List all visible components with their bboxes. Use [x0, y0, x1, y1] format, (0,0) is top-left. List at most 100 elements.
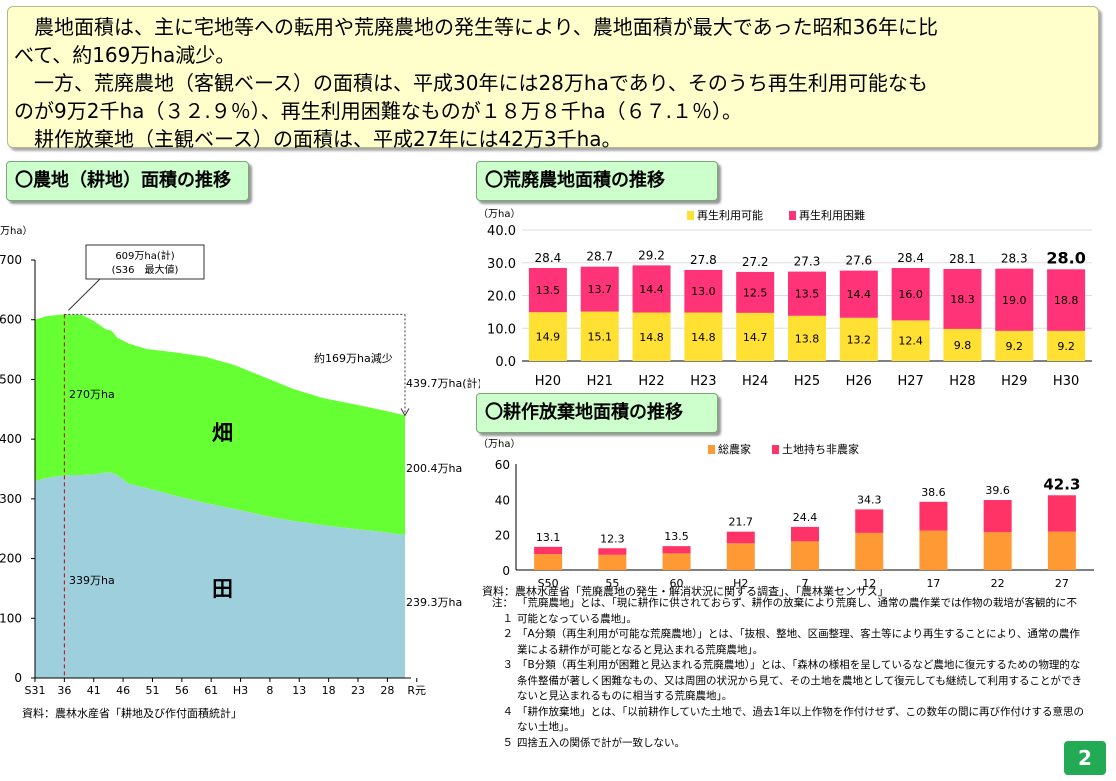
y-tick-label: 60 — [495, 458, 510, 472]
legend-label: 再生利用困難 — [799, 208, 865, 222]
bar-segment-difficult — [995, 268, 1034, 331]
summary-line: 一方、荒廃農地（客観ベース）の面積は、平成30年には28万haであり、そのうち再… — [14, 71, 928, 95]
segment-value-label: 12.4 — [898, 335, 923, 348]
x-category-label: H28 — [949, 374, 975, 389]
bar-segment-difficult — [1047, 269, 1086, 331]
segment-value-label: 14.4 — [639, 283, 664, 296]
summary-line: のが9万2千ha（３２.９％）、再生利用困難なものが１８万８千ha（６７.１％）… — [14, 99, 743, 123]
bar-total-label: 29.2 — [638, 248, 665, 262]
summary-line: 農地面積は、主に宅地等への転用や荒廃農地の発生等により、農地面積が最大であった昭… — [14, 15, 939, 39]
upland-area — [35, 314, 405, 536]
y-tick-label: 500 — [0, 372, 22, 386]
paddy-area — [35, 472, 405, 678]
bar-total-label: 24.4 — [793, 511, 818, 524]
segment-value-label: 14.8 — [639, 331, 664, 344]
note-text: 「B分類（再生利用が困難と見込まれる荒廃農地）」とは、「森林の様相を呈しているな… — [517, 659, 1083, 702]
x-tick-label: 13 — [292, 684, 306, 697]
bar-total-label: 21.7 — [729, 516, 754, 529]
note-text: 「A分類（再生利用が可能な荒廃農地）」とは、「抜根、整地、区画整理、客土等により… — [517, 628, 1080, 656]
bar-segment-difficult — [788, 271, 826, 316]
upland-1961-label: 270万ha — [69, 388, 115, 401]
y-tick-label: 40 — [495, 493, 510, 507]
bar-total-label: 28.4 — [897, 251, 924, 265]
bar-total-label: 34.3 — [857, 493, 882, 506]
chart-unit: （万ha） — [478, 208, 520, 220]
bar-total-label: 28.3 — [1001, 252, 1028, 266]
bar-total-label: 27.2 — [742, 255, 769, 269]
peak-callout-line2: (S36 最大値) — [112, 263, 179, 276]
x-category-label: H22 — [638, 374, 664, 389]
note-text: 「耕作放棄地」とは、「以前耕作していた土地で、過去1年以上作物を作付けせず、この… — [517, 705, 1084, 734]
y-tick-label: 100 — [0, 611, 22, 625]
bar-segment-nonfarm-owners — [919, 501, 948, 531]
peak-callout-line1: 609万ha(計) — [115, 249, 174, 262]
segment-value-label: 18.8 — [1054, 294, 1079, 307]
x-category-label: H23 — [690, 374, 716, 389]
bar-segment-nonfarm-owners — [983, 500, 1012, 533]
y-tick-label: 0 — [14, 671, 22, 685]
x-tick-label: 8 — [266, 684, 273, 697]
total-latest-label: 439.7万ha(計) — [406, 376, 480, 390]
bar-segment-nonfarm-owners — [1047, 495, 1076, 532]
segment-value-label: 13.5 — [795, 288, 820, 301]
x-category-label: S50 — [538, 577, 559, 590]
x-tick-label: 51 — [145, 684, 159, 697]
bar-segment-farm-households — [983, 532, 1012, 570]
x-category-label: H27 — [897, 374, 923, 389]
y-tick-label: 0.0 — [495, 355, 516, 370]
bar-segment-difficult — [891, 267, 930, 321]
bar-segment-nonfarm-owners — [855, 509, 884, 533]
bar-segment-reusable — [1047, 330, 1086, 361]
segment-value-label: 9.2 — [1057, 340, 1075, 353]
segment-value-label: 9.8 — [954, 339, 972, 352]
bar-segment-reusable — [528, 312, 567, 361]
bar-segment-reusable — [684, 312, 723, 361]
y-tick-label: 30.0 — [487, 257, 516, 272]
x-category-label: 22 — [991, 577, 1005, 590]
bar-segment-reusable — [995, 330, 1034, 361]
y-tick-label: 20.0 — [487, 290, 516, 305]
legend-swatch — [708, 445, 715, 454]
bar-total-label: 28.7 — [586, 250, 613, 264]
peak-callout-leader — [68, 278, 101, 311]
bar-segment-farm-households — [919, 530, 948, 570]
legend-swatch — [772, 445, 779, 454]
note-text: 四捨五入の関係で計が一致しない。 — [517, 736, 685, 749]
bar-total-label: 13.5 — [664, 530, 689, 543]
bar-segment-nonfarm-owners — [662, 546, 691, 554]
bar-total-label: 27.8 — [690, 253, 717, 267]
x-category-label: 7 — [802, 577, 809, 590]
bar-segment-difficult — [839, 270, 878, 318]
paddy-1961-label: 339万ha — [69, 574, 115, 587]
legend-label: 再生利用可能 — [697, 208, 763, 222]
uncultivated-section-title: 〇耕作放棄地面積の推移 — [476, 393, 718, 433]
bar-segment-farm-households — [598, 554, 627, 570]
bar-segment-nonfarm-owners — [726, 531, 755, 544]
bar-segment-reusable — [788, 315, 826, 361]
bar-segment-reusable — [891, 320, 930, 361]
bar-total-label: 39.6 — [985, 484, 1010, 497]
legend-swatch — [687, 211, 694, 220]
bar-total-label: 27.3 — [794, 255, 821, 269]
bar-segment-farm-households — [791, 541, 819, 570]
bar-segment-nonfarm-owners — [598, 548, 627, 555]
x-tick-label: 56 — [175, 684, 189, 697]
segment-value-label: 14.8 — [691, 331, 716, 344]
summary-box: 農地面積は、主に宅地等への転用や荒廃農地の発生等により、農地面積が最大であった昭… — [7, 6, 1099, 151]
bar-total-label: 28.4 — [535, 251, 562, 265]
bar-segment-difficult — [943, 268, 982, 329]
note-item: ４ 「耕作放棄地」とは、「以前耕作していた土地で、過去1年以上作物を作付けせず、… — [486, 705, 1086, 736]
bar-segment-farm-households — [534, 554, 563, 570]
x-tick-label: H3 — [233, 684, 248, 697]
paddy-latest-label: 239.3万ha — [406, 596, 462, 609]
y-axis-unit: 万ha） — [0, 225, 32, 237]
segment-value-label: 14.9 — [536, 331, 561, 344]
abandoned-source: 資料：農林水産省「荒廃農地の発生・解消状況に関する調査」、「農林業センサス」 — [482, 585, 889, 598]
bar-segment-reusable — [943, 328, 982, 361]
x-category-label: 55 — [605, 577, 619, 590]
bar-segment-farm-households — [726, 543, 755, 570]
note-prefix: ５ — [502, 736, 514, 749]
segment-value-label: 18.3 — [950, 293, 975, 306]
farmland-source: 資料：農林水産省「耕地及び作付面積統計」 — [22, 707, 242, 720]
x-tick-label: 18 — [322, 684, 336, 697]
